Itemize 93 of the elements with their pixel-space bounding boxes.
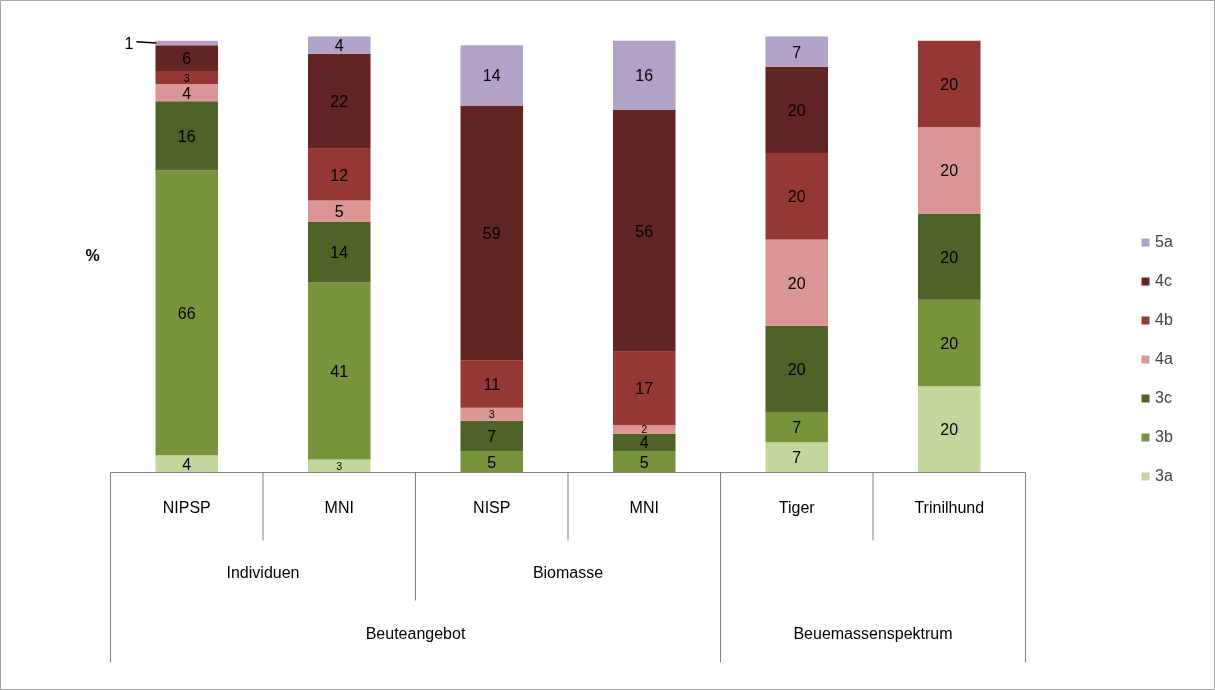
data-label: 4	[182, 455, 192, 473]
bar	[460, 360, 524, 408]
x-tick-label: MNI	[324, 499, 354, 516]
bar	[155, 101, 219, 171]
data-label: 2	[641, 423, 648, 436]
data-label: 4	[639, 434, 649, 452]
bar	[155, 170, 219, 456]
bar	[307, 222, 371, 283]
bar	[307, 36, 371, 54]
bar	[917, 127, 981, 214]
data-label: 22	[330, 93, 349, 111]
legend-label: 3a	[1155, 467, 1174, 485]
bar	[307, 282, 371, 460]
data-label: 3	[336, 460, 343, 473]
bar	[155, 83, 219, 102]
data-label: 14	[330, 244, 349, 262]
bar	[765, 66, 829, 154]
bar	[765, 36, 829, 67]
data-label: 12	[330, 166, 349, 184]
data-label: 6	[182, 50, 192, 68]
bar	[307, 148, 371, 201]
bar	[765, 239, 829, 326]
text: Beuteangebot	[365, 625, 466, 642]
data-label: 20	[787, 360, 806, 378]
data-label: 16	[635, 67, 654, 85]
data-label: 1	[124, 34, 134, 52]
legend-label: 4c	[1155, 272, 1173, 290]
bar	[307, 53, 371, 149]
data-label: 20	[787, 101, 806, 119]
data-label: 7	[487, 427, 497, 445]
legend-label: 5a	[1155, 233, 1174, 251]
text: Individuen	[226, 564, 300, 581]
bar	[917, 299, 981, 387]
bar	[460, 105, 524, 361]
data-label: 5	[639, 453, 649, 471]
data-label: 56	[635, 222, 654, 240]
data-label: 20	[787, 274, 806, 292]
data-label: 7	[792, 449, 802, 467]
bar	[460, 420, 524, 451]
bar	[155, 71, 219, 84]
bar	[765, 325, 829, 413]
data-label: 5	[487, 453, 497, 471]
data-label: 4	[182, 84, 192, 102]
bar	[460, 450, 524, 473]
bar	[765, 153, 829, 240]
bar	[307, 200, 371, 223]
x-tick-label: Trinilhund	[914, 499, 985, 516]
x-tick-label: Tiger	[778, 499, 816, 516]
data-label: 66	[177, 304, 196, 322]
legend-label: 3c	[1155, 389, 1173, 407]
bar	[765, 412, 829, 443]
data-label: 7	[792, 43, 802, 61]
data-label: 3	[183, 71, 190, 84]
data-label: 17	[635, 380, 654, 398]
bar	[612, 433, 676, 451]
x-tick-label: NISP	[473, 499, 511, 516]
x-tick-label: NIPSP	[162, 499, 211, 516]
bar	[155, 40, 219, 46]
data-label: 20	[940, 335, 959, 352]
x-tick-label: MNI	[629, 499, 659, 516]
data-label: 3	[488, 408, 495, 421]
bar	[612, 351, 676, 426]
legend-label: 4a	[1155, 350, 1174, 368]
bar	[917, 386, 981, 473]
bar	[612, 109, 676, 352]
data-label: 20	[940, 75, 959, 93]
data-label: 20	[787, 188, 806, 206]
y-axis-title: %	[85, 247, 100, 264]
text: Biomasse	[532, 564, 604, 581]
data-label: 20	[940, 248, 959, 266]
data-label: 4	[334, 37, 344, 55]
bar	[917, 40, 981, 128]
legend-label: 3b	[1155, 428, 1174, 446]
text: Beuemassenspektrum	[793, 625, 953, 642]
bar	[460, 45, 524, 106]
bar	[612, 450, 676, 473]
data-label: 5	[334, 203, 344, 221]
data-label: 41	[330, 363, 349, 381]
data-label: 11	[483, 376, 501, 393]
data-label: 20	[940, 421, 959, 439]
bar	[155, 455, 219, 473]
bar	[155, 45, 219, 72]
bar	[612, 40, 676, 110]
data-label: 7	[792, 419, 802, 437]
data-label: 59	[482, 224, 501, 242]
bar	[917, 213, 981, 300]
bar	[612, 425, 676, 434]
bar	[460, 407, 524, 421]
bar	[765, 442, 829, 473]
data-label: 20	[940, 162, 959, 180]
data-label: 14	[482, 67, 501, 85]
data-label: 16	[177, 127, 196, 145]
legend-label: 4b	[1155, 311, 1174, 329]
